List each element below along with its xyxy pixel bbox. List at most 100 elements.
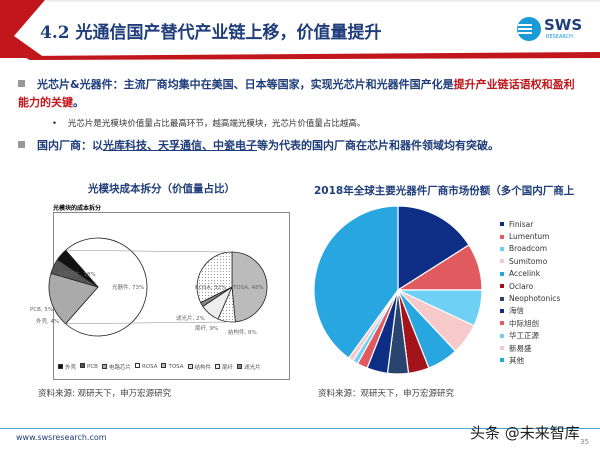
logo-subtext: RESEARCH <box>546 34 573 40</box>
chart1-svg: 光器件, 73% 电路芯片, 18% PCB, 5% 外壳, 4% TOSA, 48% 结… <box>30 237 268 337</box>
legend-label: Neophotonics <box>509 294 561 304</box>
bullet-highlight: 提升产业链话语权和盈利能力的关键 <box>18 78 575 109</box>
pie-slice-TOSA <box>231 251 268 323</box>
page-number: 35 <box>580 438 589 446</box>
bullet-1: 光芯片&光器件：主流厂商均集中在美国、日本等国家，实现光芯片和光器件国产化是提升… <box>18 76 578 112</box>
legend-swatch-icon <box>500 284 504 289</box>
legend-label: 外壳 <box>65 365 77 371</box>
legend-label: 其他 <box>509 355 524 365</box>
label-main-2: PCB, 5% <box>30 307 53 313</box>
legend-label: PCB <box>87 364 98 370</box>
legend-label: 海信 <box>509 306 524 316</box>
legend-swatch-icon <box>500 246 504 251</box>
legend-label: Sumitomo <box>509 256 548 266</box>
legend-item: Broadcom <box>500 243 560 255</box>
legend-label: 尾纤 <box>222 365 234 371</box>
legend-swatch-icon <box>500 346 504 351</box>
legend-swatch-icon <box>237 364 243 369</box>
legend-item: 滤光片 <box>237 363 261 371</box>
legend-label: Broadcom <box>509 244 548 254</box>
legend-swatch-icon <box>58 364 63 369</box>
chart2-source: 资料来源：观研天下，申万宏源研究 <box>318 389 455 399</box>
legend-item: Oclaro <box>500 280 560 292</box>
header-banner <box>0 0 600 60</box>
bullet-2: 国内厂商：以光库科技、天孚通信、中瓷电子等为代表的国内厂商在芯片和器件领域均有突… <box>18 137 578 155</box>
pie-slice-其他 <box>313 205 399 359</box>
label-sub-0: TOSA, 48% <box>232 285 264 291</box>
logo-text: SWS <box>544 16 583 34</box>
pie-slice-电路芯片 <box>48 272 99 325</box>
legend-label: ROSA <box>141 364 158 370</box>
sub-bullet-text: 光芯片是光模块价值量占比最高环节，越高端光模块，光芯片价值量占比越高。 <box>67 119 366 129</box>
page-title: 4.2 光通信国产替代产业链上移，价值量提升 <box>40 23 382 43</box>
connector-line <box>65 321 227 325</box>
label-sub-2: 尾纤, 9% <box>195 324 218 332</box>
bullet-underline: 光库科技、天孚通信、中瓷电子 <box>103 139 257 152</box>
chart1-subtitle: 光模块的成本拆分 <box>53 205 102 212</box>
footer-url[interactable]: www.swsresearch.com <box>16 433 107 442</box>
legend-label: 电路芯片 <box>108 365 131 371</box>
legend-swatch-icon <box>80 363 86 368</box>
legend-swatch-icon <box>134 363 140 368</box>
chart2-svg <box>313 205 483 375</box>
legend-label: 结构件 <box>194 365 212 371</box>
legend-swatch-icon <box>215 364 221 369</box>
legend-item: TOSA <box>161 363 184 371</box>
legend-item: 尾纤 <box>215 363 233 371</box>
legend-swatch-icon <box>500 222 504 227</box>
label-sub-4: ROSA, 32% <box>195 285 226 291</box>
legend-swatch-icon <box>500 234 504 239</box>
legend-item: Finisar <box>500 218 560 230</box>
chart2-title: 2018年全球主要光器件厂商市场份额（多个国内厂商上榜） <box>314 185 575 197</box>
legend-swatch-icon <box>500 259 504 264</box>
legend-swatch-icon <box>500 358 504 363</box>
legend-item: Sumitomo <box>500 255 560 267</box>
legend-label: Accelink <box>509 269 541 279</box>
bullet-text: 国内厂商：以 <box>37 139 103 152</box>
logo-icon <box>517 17 541 41</box>
legend-label: Finisar <box>509 219 534 229</box>
bullet-suffix: 。 <box>73 96 84 109</box>
legend-item: 电路芯片 <box>101 363 131 371</box>
legend-item: ROSA <box>134 363 158 371</box>
legend-label: Oclaro <box>509 281 534 291</box>
legend-swatch-icon <box>101 364 107 369</box>
legend-item: 海信 <box>500 305 560 317</box>
legend-label: TOSA <box>168 364 184 370</box>
chart1-legend: 外壳 PCB 电路芯片 ROSA TOSA 结构件 尾纤 滤光片 <box>58 363 261 371</box>
pie-slice-外壳 <box>56 249 99 288</box>
legend-label: 新易盛 <box>509 343 532 353</box>
legend-item: 外壳 <box>58 363 76 371</box>
legend-label: 华工正源 <box>509 331 539 341</box>
chart2-legend: Finisar Lumentum Broadcom Sumitomo Accelink O… <box>500 218 560 367</box>
pie-slice-Finisar <box>397 205 470 292</box>
pie-slice-光器件 <box>65 237 148 337</box>
sub-bullet: • 光芯片是光模块价值量占比最高环节，越高端光模块，光芯片价值量占比越高。 <box>52 119 366 129</box>
legend-swatch-icon <box>500 321 504 326</box>
legend-item: 结构件 <box>187 363 212 371</box>
legend-item: 华工正源 <box>500 330 560 342</box>
legend-swatch-icon <box>161 363 167 368</box>
legend-swatch-icon <box>500 271 504 276</box>
footer-divider <box>0 428 600 429</box>
legend-label: 滤光片 <box>244 365 261 371</box>
bullet-square-icon <box>18 80 25 87</box>
label-main-0: 光器件, 73% <box>112 283 144 291</box>
legend-swatch-icon <box>187 364 193 369</box>
connector-line <box>65 249 227 253</box>
bullet-square-icon <box>18 141 25 148</box>
legend-item: 中际旭创 <box>500 317 560 329</box>
bullet-text: 光芯片&光器件：主流厂商均集中在美国、日本等国家，实现光芯片和光器件国产化是 <box>37 78 454 91</box>
chart1-title: 光模块成本拆分（价值量占比） <box>88 183 235 195</box>
legend-swatch-icon <box>500 308 504 313</box>
sws-logo: SWS RESEARCH <box>516 16 586 42</box>
legend-item: Accelink <box>500 268 560 280</box>
legend-item: Lumentum <box>500 230 560 242</box>
label-main-3: 外壳, 4% <box>36 317 59 325</box>
legend-item: 新易盛 <box>500 342 560 354</box>
label-sub-3: 滤光片, 2% <box>176 314 205 322</box>
chart1-source: 资料来源: 观研天下，申万宏源研究 <box>38 389 172 399</box>
legend-swatch-icon <box>500 333 504 338</box>
label-sub-1: 结构件, 8% <box>228 328 257 336</box>
legend-item: 其他 <box>500 354 560 366</box>
